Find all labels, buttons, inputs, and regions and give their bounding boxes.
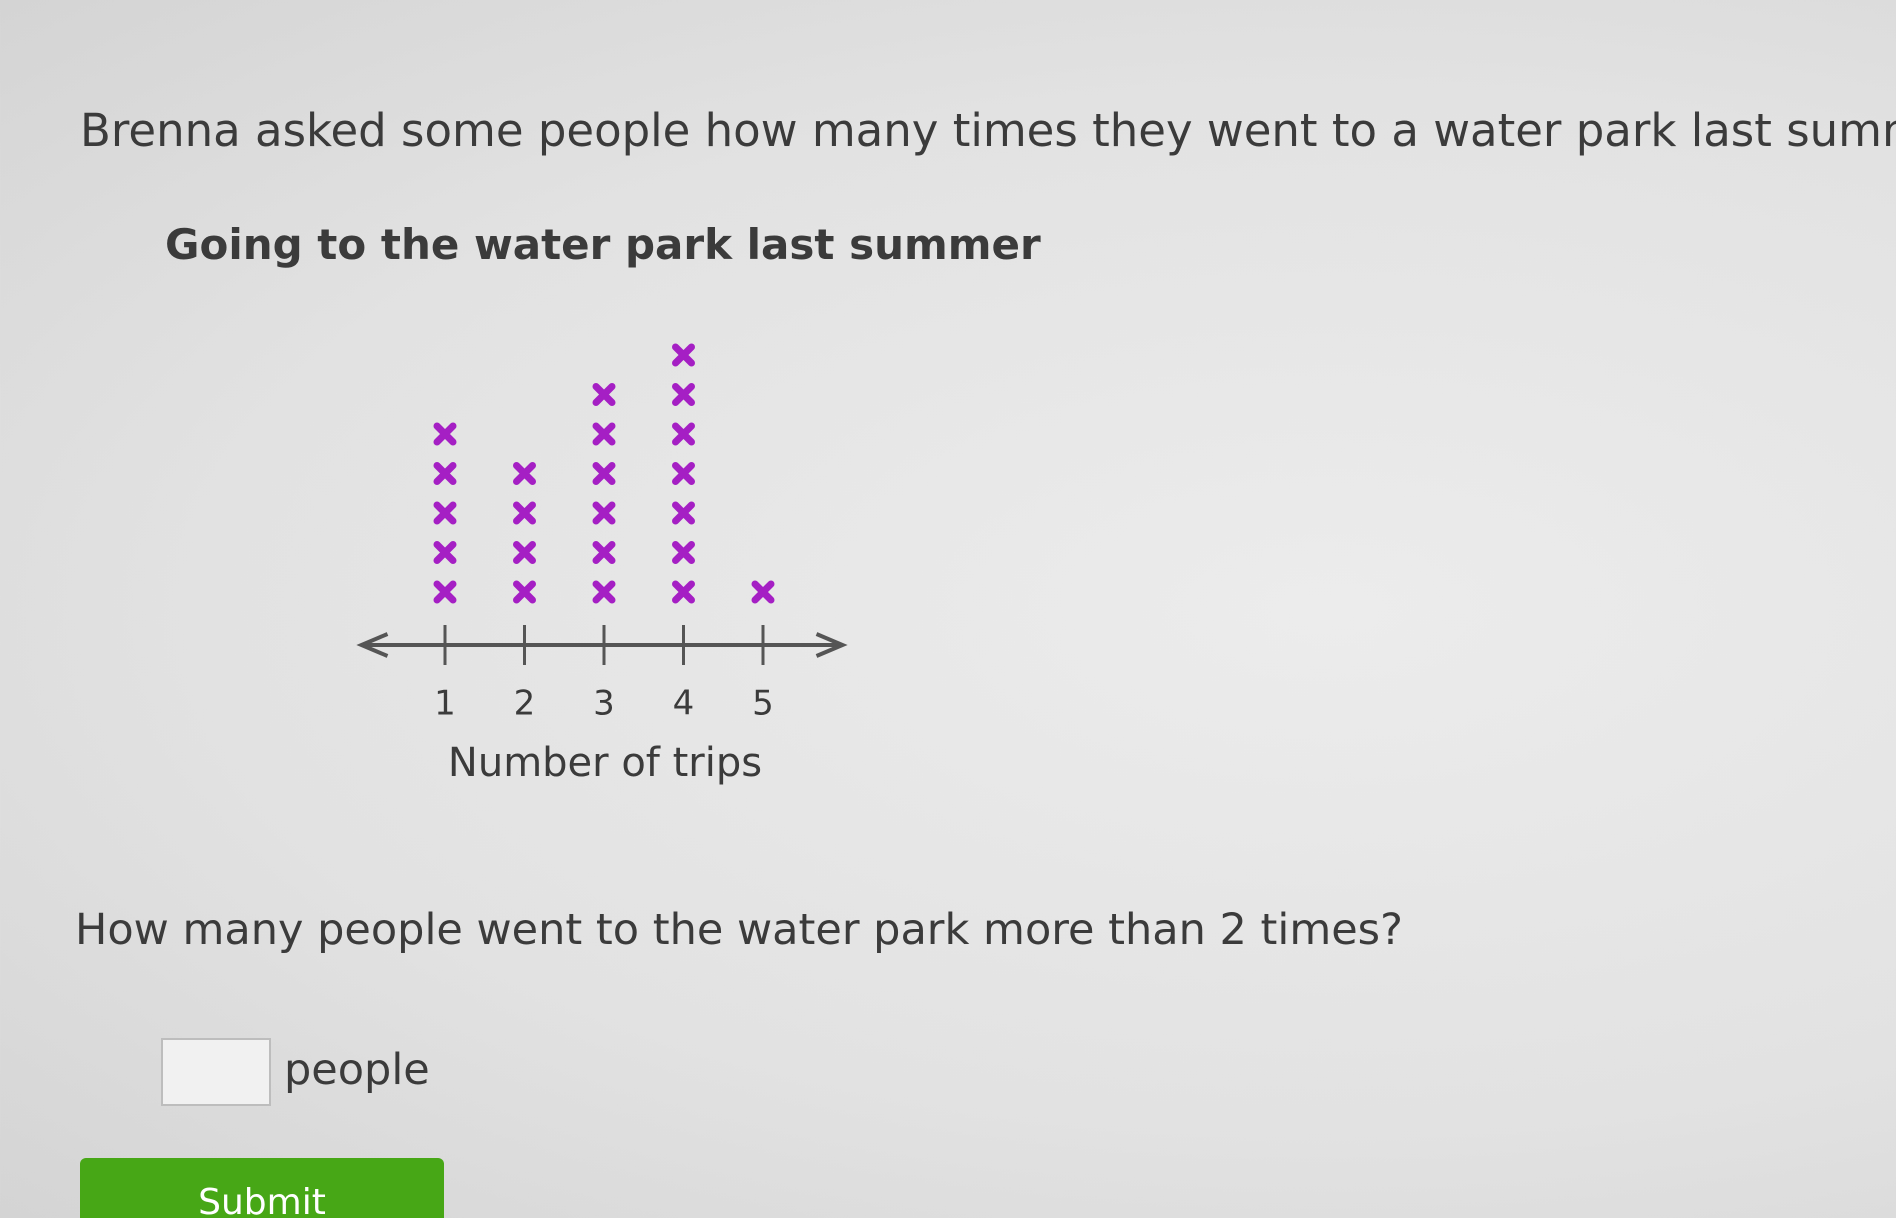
x-mark xyxy=(592,462,616,485)
x-mark xyxy=(672,383,695,406)
dot-stack xyxy=(513,462,536,604)
x-tick-label: 5 xyxy=(752,684,774,724)
answer-input[interactable] xyxy=(161,1038,271,1106)
x-mark xyxy=(672,343,695,367)
dot-stack xyxy=(751,580,775,604)
x-tick-label: 1 xyxy=(434,684,456,724)
intro-text: Brenna asked some people how many times … xyxy=(80,104,1896,157)
x-mark xyxy=(513,580,536,604)
question-text: How many people went to the water park m… xyxy=(75,905,1403,955)
x-mark xyxy=(433,501,457,525)
dot-stack xyxy=(672,343,695,604)
x-mark xyxy=(513,501,536,525)
x-axis-label: Number of trips xyxy=(448,740,762,786)
x-mark xyxy=(592,541,616,564)
chart-title: Going to the water park last summer xyxy=(165,220,1041,269)
x-mark xyxy=(433,580,457,604)
x-mark xyxy=(433,541,457,564)
axis-arrow xyxy=(815,632,848,658)
x-mark xyxy=(672,580,695,604)
x-mark xyxy=(513,462,536,485)
axis-arrow xyxy=(356,632,389,658)
x-mark xyxy=(513,541,536,564)
x-mark xyxy=(672,462,695,485)
submit-button[interactable]: Submit xyxy=(80,1158,444,1218)
x-mark xyxy=(592,422,616,446)
x-tick-label: 3 xyxy=(593,684,615,724)
x-tick-label: 4 xyxy=(673,684,695,724)
x-mark xyxy=(672,501,695,525)
x-mark xyxy=(592,383,616,406)
x-mark xyxy=(433,462,457,485)
dot-stack xyxy=(433,422,457,604)
chart: 1 2 3 4 5 Number of trips xyxy=(356,343,848,786)
answer-unit: people xyxy=(284,1045,430,1095)
x-tick-label: 2 xyxy=(514,684,536,724)
x-mark xyxy=(592,501,616,525)
x-mark xyxy=(433,422,457,446)
dot-stack xyxy=(592,383,616,604)
x-mark xyxy=(592,580,616,604)
x-mark xyxy=(672,422,695,446)
x-mark xyxy=(751,580,775,604)
x-mark xyxy=(672,541,695,564)
